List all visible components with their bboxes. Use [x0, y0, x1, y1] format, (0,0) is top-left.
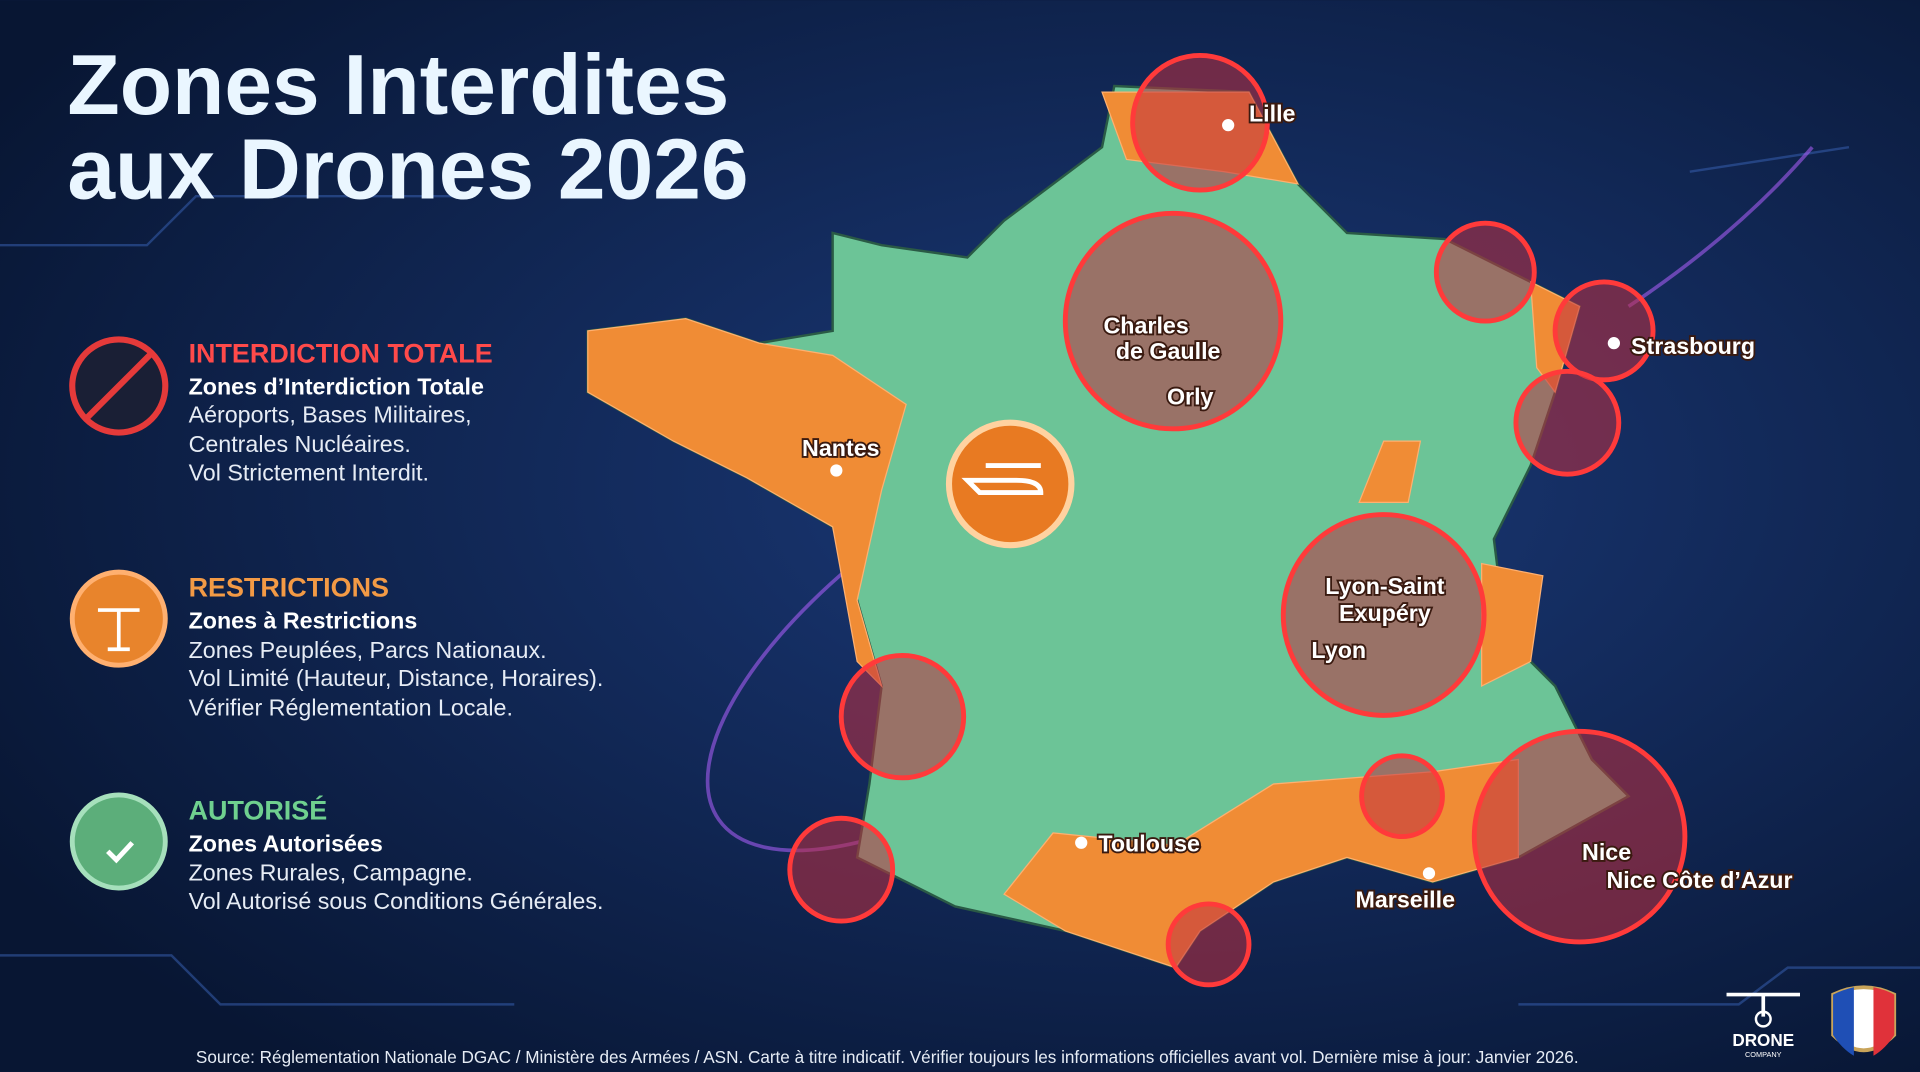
- city-label: Charles de Gaulle: [1103, 312, 1220, 364]
- legend-item: RESTRICTIONS Zones à Restrictions Zones …: [69, 569, 604, 720]
- zone-paris: [1062, 210, 1284, 432]
- legend-line: Zones Rurales, Campagne.: [189, 860, 473, 886]
- legend-line: Vol Autorisé sous Conditions Générales.: [189, 888, 604, 914]
- french-shield: [1831, 985, 1897, 1056]
- legend-heading: INTERDICTION TOTALE: [189, 339, 493, 369]
- legend-heading: RESTRICTIONS: [189, 573, 389, 603]
- no-fly-circles: [787, 52, 1688, 988]
- circuit-lines: [0, 146, 1920, 1006]
- legend-item: AUTORISÉ Zones Autorisées Zones Rurales,…: [69, 792, 604, 914]
- legend-line: Zones Peuplées, Parcs Nationaux.: [189, 637, 547, 663]
- zone-bordeaux: [838, 652, 967, 781]
- legend: INTERDICTION TOTALE Zones d’Interdiction…: [69, 336, 604, 914]
- zone-strasbourg: [1552, 279, 1656, 383]
- helicopter-zone: [945, 419, 1075, 549]
- city-label: Nice Côte d’Azur: [1607, 867, 1793, 893]
- zone-east: [1513, 368, 1622, 477]
- city-labels: Lille Charles de Gaulle Orly Strasbourg N…: [800, 99, 1794, 915]
- city-label: Toulouse: [1098, 830, 1200, 856]
- city-dots: [830, 119, 1620, 880]
- city-label: Marseille: [1356, 887, 1456, 913]
- city-label: Lyon-Saint Exupéry: [1325, 573, 1445, 626]
- legend-heading: AUTORISÉ: [189, 794, 328, 825]
- legend-line: Centrales Nucléaires.: [189, 431, 411, 457]
- zone-provence: [1359, 753, 1445, 840]
- logo-name: DRONE: [1732, 1030, 1794, 1050]
- legend-subtitle: Zones à Restrictions: [189, 607, 418, 633]
- legend-subtitle: Zones d’Interdiction Totale: [189, 374, 484, 400]
- city-label: Lyon: [1311, 637, 1366, 663]
- zone-ne: [1433, 220, 1537, 324]
- legend-line: Vol Strictement Interdit.: [189, 459, 429, 485]
- city-label: Orly: [1167, 383, 1214, 409]
- title: Zones Interdites aux Drones 2026: [67, 37, 748, 217]
- zone-sw: [787, 815, 896, 924]
- zone-nice: [1471, 728, 1688, 945]
- city-label: Nantes: [802, 435, 880, 461]
- city-label: Lille: [1249, 101, 1296, 127]
- zone-lille: [1130, 52, 1270, 193]
- logo: DRONE COMPANY: [1726, 992, 1800, 1059]
- source-note: Source: Réglementation Nationale DGAC / …: [196, 1047, 1579, 1067]
- legend-line: Vol Limité (Hauteur, Distance, Horaires)…: [189, 665, 604, 691]
- zone-perpignan: [1165, 901, 1252, 988]
- legend-item: INTERDICTION TOTALE Zones d’Interdiction…: [69, 336, 493, 485]
- legend-line: Aéroports, Bases Militaires,: [189, 402, 472, 428]
- legend-line: Vérifier Réglementation Locale.: [189, 694, 513, 720]
- zone-lyon: [1280, 512, 1487, 718]
- legend-subtitle: Zones Autorisées: [189, 830, 383, 856]
- city-label: Nice: [1582, 839, 1631, 865]
- logo-tagline: COMPANY: [1745, 1050, 1782, 1059]
- city-label: Strasbourg: [1631, 333, 1755, 359]
